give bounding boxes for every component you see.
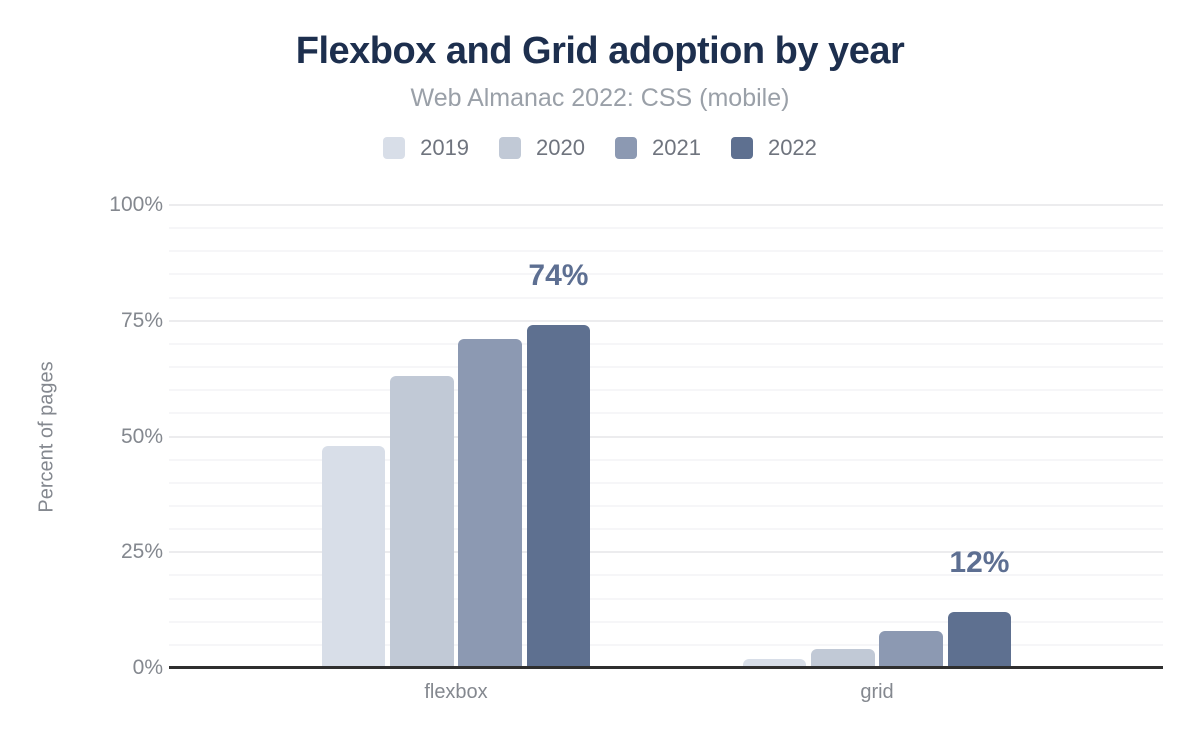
gridline-minor-10 — [169, 620, 1163, 623]
bar-grid-2022[interactable] — [947, 612, 1012, 668]
bar-flexbox-2019[interactable] — [321, 445, 386, 668]
bar-flexbox-2021[interactable] — [458, 339, 522, 668]
y-tick-label-75: 75% — [120, 308, 163, 332]
gridline-minor-40 — [169, 481, 1163, 484]
gridline-minor-70 — [169, 342, 1163, 345]
legend-item-2020[interactable]: 2020 — [499, 135, 585, 161]
gridline-minor-65 — [169, 366, 1163, 369]
gridline-major-25 — [169, 551, 1163, 554]
gridline-minor-5 — [169, 643, 1163, 646]
data-label-grid: 12% — [949, 546, 1010, 580]
gridline-minor-85 — [169, 273, 1163, 276]
gridline-minor-95 — [169, 227, 1163, 230]
bar-grid-2019[interactable] — [742, 658, 807, 668]
gridline-minor-90 — [169, 250, 1163, 253]
chart-title: Flexbox and Grid adoption by year — [295, 30, 905, 72]
legend: 2019 2020 2021 2022 — [0, 135, 1200, 161]
legend-label: 2022 — [767, 135, 817, 160]
gridline-minor-15 — [169, 597, 1163, 600]
gridline-major-50 — [169, 435, 1163, 438]
y-tick-label-0: 0% — [132, 656, 163, 679]
legend-swatch-2019 — [383, 137, 406, 159]
gridline-major-75 — [169, 319, 1163, 322]
gridline-minor-45 — [169, 458, 1163, 461]
legend-item-2022[interactable]: 2022 — [730, 135, 817, 161]
chart-subtitle: Web Almanac 2022: CSS (mobile) — [410, 84, 790, 112]
legend-label: 2020 — [536, 135, 585, 160]
y-tick-label-100: 100% — [109, 193, 163, 216]
y-tick-label-25: 25% — [120, 540, 163, 564]
legend-swatch-2020 — [499, 137, 522, 159]
x-category-label-grid: grid — [860, 681, 894, 703]
legend-label: 2021 — [652, 135, 701, 160]
gridline-minor-55 — [169, 412, 1163, 415]
legend-item-2021[interactable]: 2021 — [615, 135, 701, 161]
y-tick-label-50: 50% — [120, 424, 163, 448]
gridline-minor-20 — [169, 574, 1163, 577]
gridline-major-100 — [169, 204, 1163, 206]
bar-flexbox-2020[interactable] — [390, 376, 454, 668]
legend-item-2019[interactable]: 2019 — [383, 135, 469, 161]
legend-swatch-2022 — [730, 137, 753, 159]
bar-grid-2020[interactable] — [811, 649, 875, 668]
gridline-minor-30 — [169, 528, 1163, 531]
gridline-minor-60 — [169, 389, 1163, 392]
y-axis-title: Percent of pages — [35, 361, 58, 513]
gridline-minor-80 — [169, 296, 1163, 299]
data-label-flexbox: 74% — [528, 259, 589, 293]
x-axis-line — [169, 666, 1163, 669]
x-category-label-flexbox: flexbox — [424, 681, 488, 703]
gridline-minor-35 — [169, 504, 1163, 507]
legend-label: 2019 — [420, 135, 470, 160]
legend-swatch-2021 — [615, 137, 637, 159]
bar-flexbox-2022[interactable] — [526, 325, 591, 668]
bar-grid-2021[interactable] — [879, 630, 943, 668]
